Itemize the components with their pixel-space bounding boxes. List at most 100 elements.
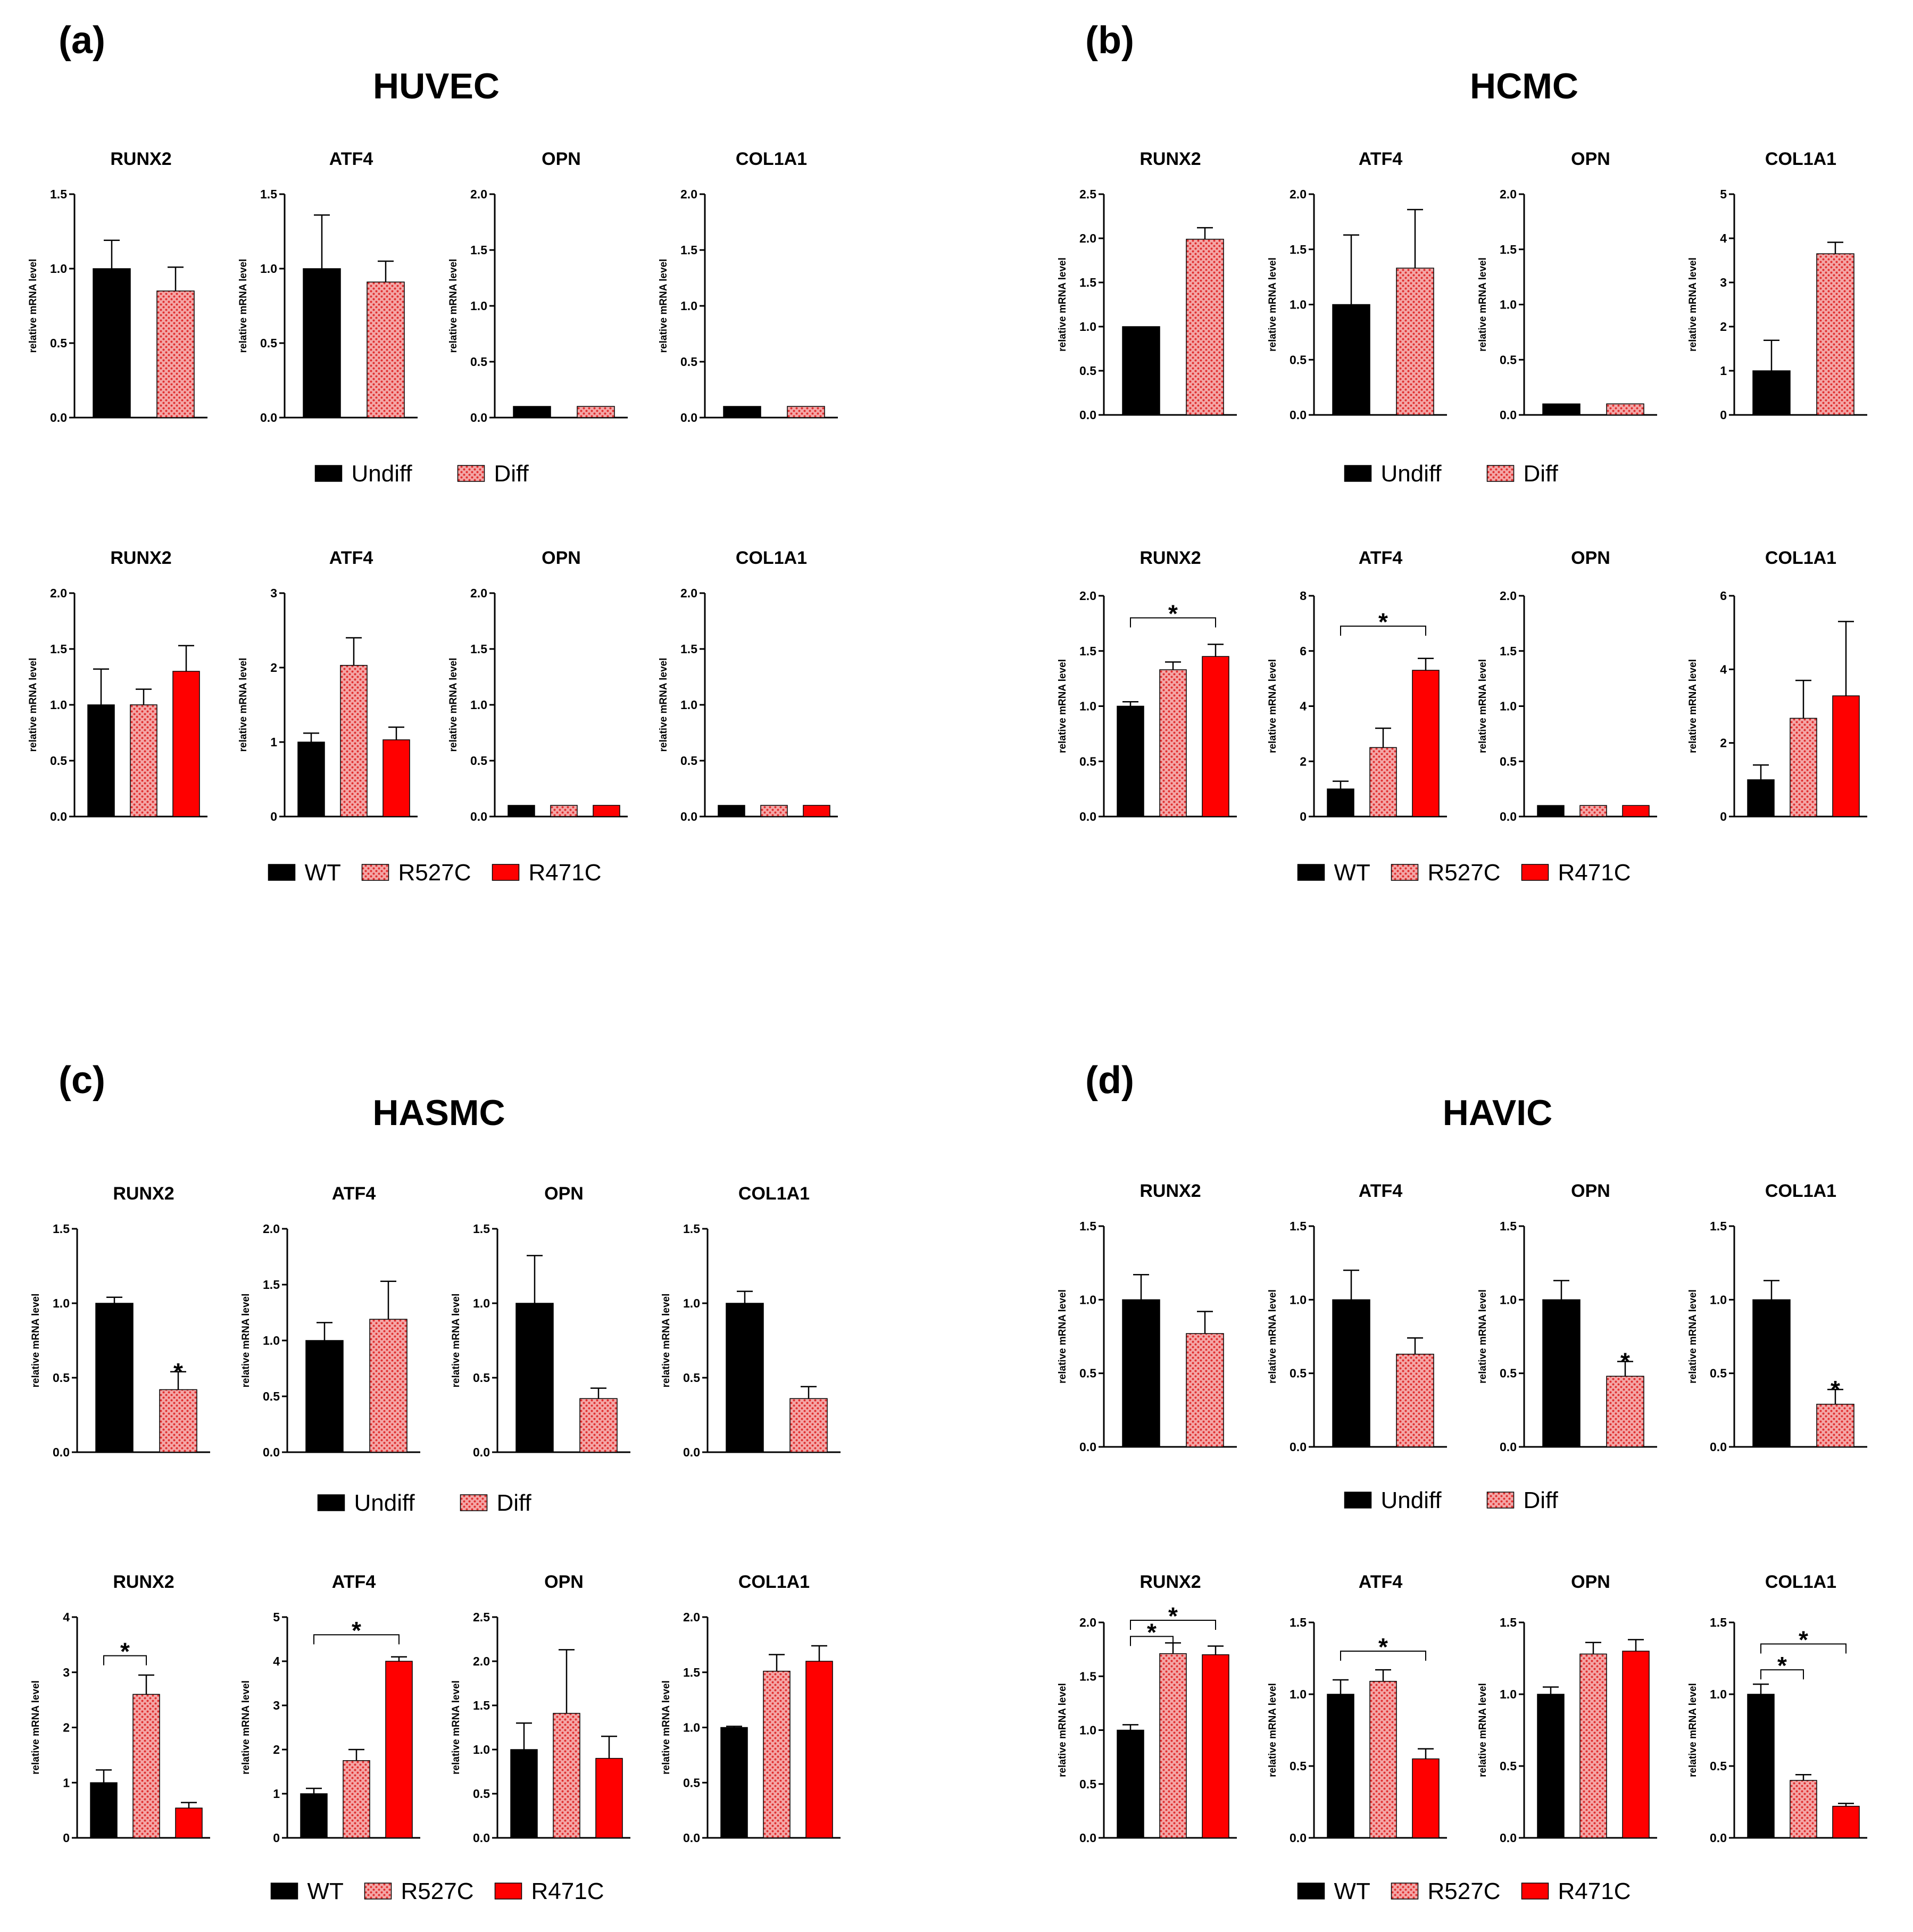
y-tick-label: 0.5 [263,1389,280,1403]
significance-star: * [1168,1602,1178,1630]
y-tick-label: 0 [273,1831,280,1845]
y-axis-label: relative mRNA level [240,1680,252,1775]
chart-col1a1: COL1A1 relative mRNA level 0.0 0.5 1.0 1.5 2.0 [658,548,838,823]
y-tick-label: 2.5 [473,1610,490,1624]
y-tick-label: 1.5 [470,642,487,656]
bar-wt [718,805,745,817]
y-tick-label: 0.0 [1079,1440,1096,1454]
panel-title: HASMC [372,1093,505,1133]
chart-title: ATF4 [329,548,373,568]
chart-row: RUNX2 relative mRNA level 0 1 2 3 4 * ATF4 relati… [30,1572,841,1904]
y-tick-label: 6 [1720,589,1727,603]
chart-title: OPN [542,548,581,568]
y-tick-label: 4 [63,1610,70,1624]
y-axis-label: relative mRNA level [1267,1289,1278,1384]
legend-label-diff: Diff [497,1490,532,1516]
bar-r527c [1579,1653,1607,1838]
legend-swatch-wt [270,1883,298,1900]
significance-star: * [1147,1618,1157,1646]
y-tick-label: 2.5 [1079,187,1096,201]
panel-hcmc: (b) HCMC RUNX2 relative mRNA level 0.0 0.5 1.0… [1057,19,1867,886]
legend-label-r527c: R527C [401,1878,474,1904]
panel-title: HUVEC [373,66,500,106]
bar-r471c [1202,1654,1229,1838]
y-axis-label: relative mRNA level [1477,1289,1488,1384]
significance-star: * [120,1638,130,1665]
bar-diff [1396,1353,1434,1447]
legend: Undiff Diff [314,461,529,487]
bar-wt [300,1793,328,1838]
y-tick-label: 0.0 [683,1831,700,1845]
y-axis-label: relative mRNA level [28,658,39,752]
y-tick-label: 2.0 [1079,1615,1096,1629]
bar-r527c [550,805,578,817]
y-axis-label: relative mRNA level [448,658,459,752]
y-tick-label: 1.0 [470,299,487,313]
y-tick-label: 0.0 [1079,810,1096,823]
chart-atf4: ATF4 relative mRNA level 0.0 0.5 1.0 1.5 2.0 [240,1184,420,1459]
bar-undiff [1122,326,1160,415]
y-tick-label: 1.5 [1500,1219,1517,1233]
bar-r471c [1832,1805,1860,1838]
y-tick-label: 1.0 [1290,298,1307,312]
y-tick-label: 0.0 [260,411,277,424]
y-tick-label: 0.0 [1500,810,1517,823]
chart-title: ATF4 [1359,548,1403,568]
y-tick-label: 2.0 [680,586,697,600]
chart-title: ATF4 [332,1572,376,1592]
chart-title: RUNX2 [110,548,171,568]
y-tick-label: 1 [273,1787,280,1801]
chart-title: COL1A1 [1765,548,1836,568]
significance-star: * [173,1358,183,1386]
panel-label: (d) [1085,1059,1134,1102]
chart-row: RUNX2 relative mRNA level 0.0 0.5 1.0 1.5 * ATF… [30,1184,841,1516]
bar-r471c [1832,695,1860,817]
y-tick-label: 0.0 [50,411,67,424]
legend-label-r527c: R527C [1428,1878,1501,1904]
y-tick-label: 0.5 [1500,1367,1517,1380]
bar-r527c [1790,718,1817,817]
chart-title: RUNX2 [113,1572,174,1592]
bar-undiff [726,1303,764,1453]
legend-label-r527c: R527C [398,860,471,886]
legend-label-wt: WT [305,860,341,886]
panel-title: HAVIC [1443,1093,1553,1133]
y-tick-label: 4 [1720,662,1727,676]
bar-r527c [1369,1680,1397,1838]
legend-label-undiff: Undiff [1381,461,1442,487]
y-axis-label: relative mRNA level [448,259,459,353]
y-tick-label: 0.0 [1079,1831,1096,1845]
chart-title: ATF4 [329,149,373,169]
y-tick-label: 2.0 [1290,187,1307,201]
significance-star: * [1799,1626,1808,1654]
chart-title: OPN [1571,548,1610,568]
bar-undiff [93,268,131,418]
y-tick-label: 0.0 [1500,1831,1517,1845]
y-axis-label: relative mRNA level [658,259,669,353]
legend-swatch-r471c [1521,1883,1549,1900]
y-tick-label: 1.0 [470,698,487,712]
panels: (a) HUVEC RUNX2 relative mRNA level 0.0 0.5 1.… [28,19,1867,1904]
bar-undiff [1752,1299,1791,1447]
legend-label-r471c: R471C [529,860,602,886]
y-tick-label: 4 [1720,231,1727,245]
bar-diff [1816,1404,1854,1447]
significance-bracket [1760,1669,1804,1680]
y-axis-label: relative mRNA level [1477,659,1488,753]
bar-wt [720,1727,748,1838]
legend-swatch-wt [1297,1883,1325,1900]
y-tick-label: 2.0 [1079,231,1096,245]
chart-title: COL1A1 [736,548,807,568]
chart-title: RUNX2 [113,1184,174,1204]
y-tick-label: 0.5 [50,336,67,350]
y-tick-label: 4 [273,1654,280,1668]
y-tick-label: 0.5 [680,754,697,768]
bar-wt [1117,705,1144,817]
significance-star: * [1378,1633,1388,1661]
y-axis-label: relative mRNA level [661,1294,672,1388]
chart-col1a1: COL1A1 relative mRNA level 0 2 4 6 [1687,548,1867,823]
y-tick-label: 1.5 [680,642,697,656]
bar-diff [156,290,195,418]
y-tick-label: 1.0 [1079,1293,1096,1306]
chart-row: RUNX2 relative mRNA level 0.0 0.5 1.0 1.5 2.0 2… [1057,149,1867,487]
